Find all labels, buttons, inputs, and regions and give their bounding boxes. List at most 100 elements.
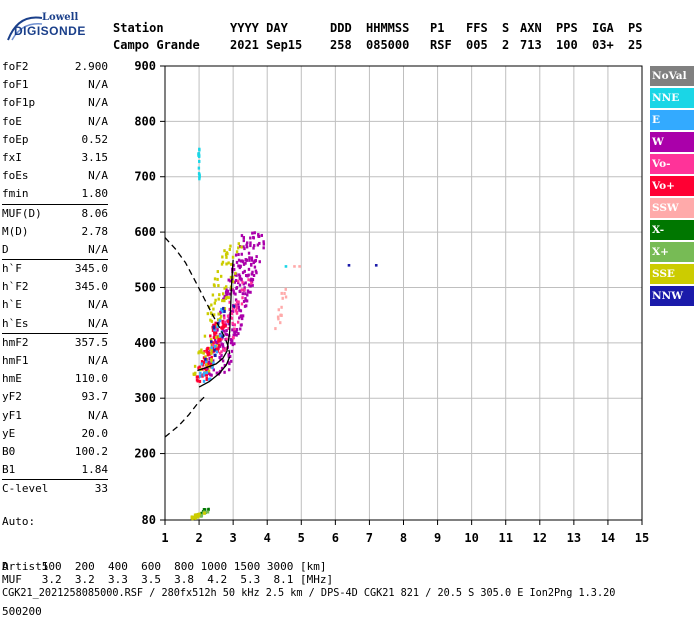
data-point xyxy=(210,373,213,377)
data-point xyxy=(250,256,254,260)
data-point xyxy=(222,306,225,310)
param-name: yF1 xyxy=(2,408,22,422)
data-point xyxy=(255,271,258,275)
data-point xyxy=(212,325,216,329)
param-value: 345.0 xyxy=(74,262,108,276)
data-point xyxy=(223,309,226,313)
param-value: N/A xyxy=(88,96,108,110)
data-point xyxy=(220,366,224,370)
data-point xyxy=(240,317,244,321)
data-point xyxy=(215,347,219,351)
param-value: 2.78 xyxy=(81,224,109,238)
auto-label: Auto: xyxy=(2,515,36,528)
data-point xyxy=(205,363,208,367)
data-point xyxy=(223,249,226,253)
data-point xyxy=(210,359,213,363)
data-point xyxy=(220,342,223,346)
data-point xyxy=(213,328,216,332)
param-value: 357.5 xyxy=(74,335,108,349)
param-name: D xyxy=(2,242,9,256)
data-point xyxy=(231,321,234,325)
data-point xyxy=(206,312,210,316)
x-tick-label: 3 xyxy=(230,531,237,545)
x-tick-label: 15 xyxy=(635,531,649,545)
param-row: h`Es N/A xyxy=(2,315,108,333)
data-point xyxy=(228,308,231,312)
param-row: yF2 93.7 xyxy=(2,388,108,406)
param-row: fmin 1.80 xyxy=(2,185,108,203)
data-point xyxy=(257,233,260,237)
param-name: foE xyxy=(2,114,22,128)
data-point xyxy=(245,299,249,303)
param-row: h`E N/A xyxy=(2,296,108,314)
data-point xyxy=(242,236,245,240)
data-point xyxy=(248,256,251,260)
data-point xyxy=(200,348,203,352)
param-row: fxI 3.15 xyxy=(2,149,108,167)
data-point xyxy=(230,316,234,320)
y-tick-label: 600 xyxy=(134,225,156,239)
data-point xyxy=(220,262,224,266)
param-value: 2.900 xyxy=(74,60,108,73)
data-point xyxy=(247,251,251,255)
data-point xyxy=(245,274,248,278)
data-point xyxy=(200,350,203,354)
data-point xyxy=(239,259,243,263)
data-point xyxy=(258,241,261,245)
param-value: 110.0 xyxy=(74,372,108,386)
data-point xyxy=(228,300,231,304)
data-point xyxy=(221,335,224,339)
data-point xyxy=(262,240,265,244)
data-point xyxy=(208,372,211,376)
data-point xyxy=(203,367,207,371)
param-name: foF2 xyxy=(2,60,29,73)
data-point xyxy=(249,262,253,266)
data-point xyxy=(206,353,210,357)
data-point xyxy=(217,343,221,347)
data-point xyxy=(258,260,261,264)
data-point xyxy=(240,252,243,256)
data-point xyxy=(193,364,197,368)
param-value: 33 xyxy=(94,482,108,496)
data-point xyxy=(198,159,201,163)
data-point xyxy=(252,244,256,248)
data-point xyxy=(205,373,208,377)
legend-item-x-: X- xyxy=(650,220,694,240)
data-point xyxy=(202,373,205,377)
data-point xyxy=(277,317,280,321)
data-point xyxy=(279,321,282,325)
data-point xyxy=(237,300,240,304)
data-point xyxy=(226,319,230,323)
data-point xyxy=(247,290,250,294)
data-point xyxy=(202,511,206,515)
data-point xyxy=(237,258,241,262)
data-point xyxy=(260,233,264,237)
param-value: N/A xyxy=(88,354,108,367)
header-p1-value: RSF xyxy=(430,38,452,52)
data-point xyxy=(245,245,249,249)
data-point xyxy=(225,295,228,299)
data-point xyxy=(216,328,219,332)
data-point xyxy=(209,363,213,367)
data-point xyxy=(226,314,230,318)
data-point xyxy=(284,295,288,299)
data-point xyxy=(215,371,219,375)
data-point xyxy=(229,244,232,248)
param-row: h`F2 345.0 xyxy=(2,278,108,296)
data-point xyxy=(205,369,208,373)
profile-topside-dashed-line xyxy=(164,237,231,355)
data-point xyxy=(239,289,242,293)
data-point xyxy=(231,307,235,311)
data-point xyxy=(221,260,225,264)
data-point xyxy=(200,362,203,366)
data-point xyxy=(214,331,218,335)
data-point xyxy=(237,279,240,283)
param-value: 8.06 xyxy=(81,206,109,220)
data-point xyxy=(241,292,245,296)
param-value: N/A xyxy=(88,408,108,422)
data-point xyxy=(227,360,230,364)
data-point xyxy=(206,510,210,514)
data-point xyxy=(235,300,239,304)
data-point xyxy=(228,354,232,358)
param-row: M(D) 2.78 xyxy=(2,223,108,241)
